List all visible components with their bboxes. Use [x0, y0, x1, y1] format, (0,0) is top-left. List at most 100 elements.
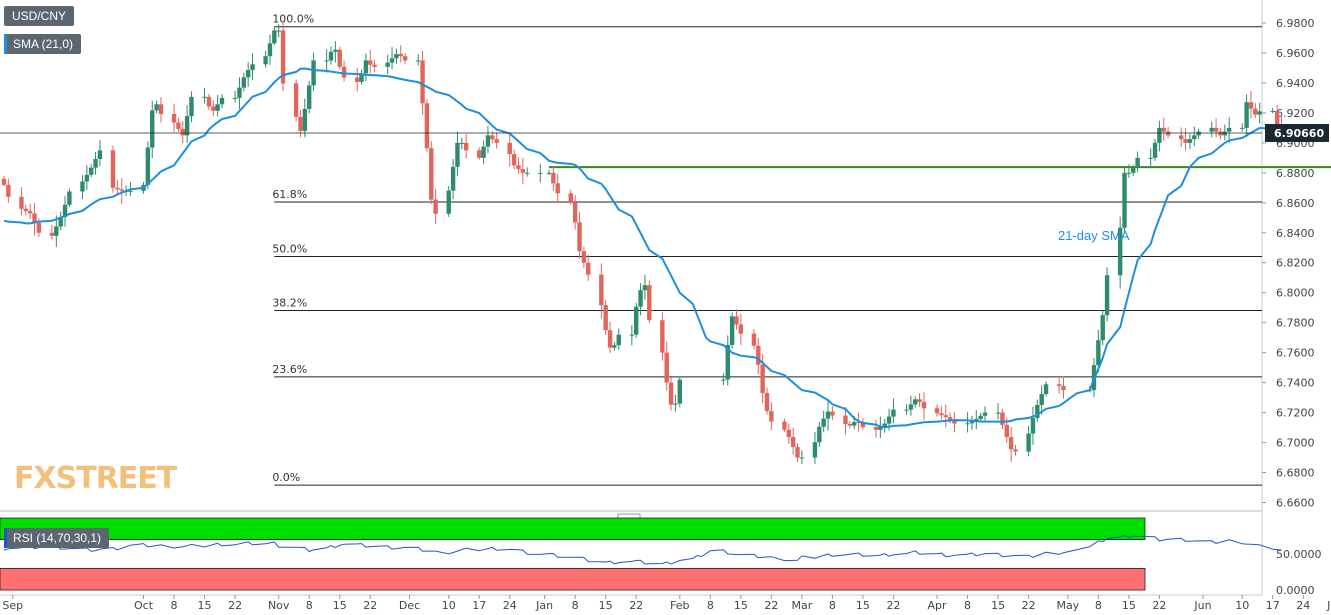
candle-body: [477, 150, 482, 158]
rsi-oversold-zone: [0, 568, 1146, 591]
candle-body: [817, 426, 822, 443]
candle-body: [978, 415, 983, 420]
time-tick-label: 17: [1266, 599, 1280, 612]
time-tick-label: 8: [306, 599, 313, 612]
time-tick-label: Oct: [134, 599, 154, 612]
time-tick-label: 22: [1152, 599, 1166, 612]
candle-body: [1000, 412, 1005, 425]
time-tick-label: Jan: [535, 599, 553, 612]
candle-body: [516, 165, 521, 170]
candle-body: [1244, 102, 1249, 128]
candle-body: [429, 148, 434, 200]
candle-body: [446, 190, 451, 214]
candle-body: [821, 418, 826, 427]
price-tick-label: 6.9200: [1276, 107, 1315, 120]
candle-body: [1209, 127, 1214, 132]
candle-body: [110, 150, 116, 188]
candle-body: [206, 96, 212, 107]
price-tick-label: 6.8000: [1276, 287, 1315, 300]
time-tick-label: 8: [964, 599, 971, 612]
candle-body: [23, 208, 28, 212]
candle-body: [629, 334, 635, 336]
time-tick-label: 22: [363, 599, 377, 612]
candle-body: [49, 232, 55, 236]
candle-body: [189, 96, 194, 117]
candle-body: [607, 330, 613, 348]
candle-body: [62, 204, 68, 218]
candle-body: [525, 172, 530, 174]
rsi-line: [3, 534, 1282, 565]
candle-body: [873, 427, 879, 430]
candle-body: [908, 404, 914, 410]
candle-body: [494, 139, 499, 143]
candle-body: [394, 54, 399, 59]
candle-body: [276, 30, 281, 32]
candle-body: [634, 306, 639, 335]
candle-body: [19, 196, 24, 209]
symbol-tag: USD/CNY: [4, 6, 75, 26]
candle-body: [1056, 384, 1062, 387]
time-tick-label: 15: [333, 599, 347, 612]
time-tick-label: 8: [707, 599, 714, 612]
candle-body: [860, 422, 866, 428]
candles-group: [1, 20, 1284, 464]
candle-body: [1035, 404, 1040, 419]
candle-body: [538, 172, 543, 174]
candle-body: [638, 290, 643, 307]
time-tick-label: May: [1056, 599, 1079, 612]
candle-body: [952, 420, 957, 424]
candle-body: [302, 108, 308, 131]
symbol-tag-label: USD/CNY: [12, 9, 67, 23]
candle-body: [1253, 108, 1258, 115]
candle-body: [934, 408, 940, 414]
candle-body: [847, 423, 853, 426]
candle-body: [799, 457, 805, 459]
candle-body: [786, 429, 791, 438]
candle-body: [1187, 139, 1193, 143]
time-tick-label: 22: [629, 599, 643, 612]
price-tick-label: 6.9400: [1276, 77, 1315, 90]
candle-body: [1257, 111, 1262, 115]
candle-body: [36, 223, 42, 233]
candle-body: [1131, 167, 1136, 173]
fxstreet-logo: FXSTREET: [14, 461, 178, 496]
candle-body: [913, 399, 918, 405]
candle-body: [1152, 142, 1158, 158]
candle-body: [904, 409, 909, 411]
time-tick-label: 22: [886, 599, 900, 612]
candle-body: [359, 73, 364, 82]
price-tick-label: 6.7600: [1276, 347, 1315, 360]
candle-body: [219, 97, 225, 105]
price-tick-label: 6.9600: [1276, 47, 1315, 60]
candle-body: [599, 274, 604, 306]
candle-body: [1148, 157, 1153, 159]
time-tick-label: 22: [764, 599, 778, 612]
candle-body: [241, 77, 246, 88]
candle-body: [891, 409, 896, 417]
candle-body: [298, 116, 303, 131]
time-tick-label: Jun: [1193, 599, 1211, 612]
time-tick-label: 22: [228, 599, 242, 612]
candle-body: [546, 172, 552, 174]
time-tick-label: 15: [599, 599, 613, 612]
candle-body: [725, 344, 730, 380]
fib-level-label: 38.2%: [272, 297, 307, 310]
sma-swatch: [4, 34, 7, 54]
candle-body: [943, 415, 948, 418]
fib-level-label: 61.8%: [272, 188, 307, 201]
candle-body: [424, 103, 430, 149]
time-tick-label: 15: [856, 599, 870, 612]
candle-body: [402, 56, 408, 61]
candle-body: [328, 51, 334, 61]
candle-body: [232, 97, 238, 99]
fib-level-label: 0.0%: [272, 471, 300, 484]
candle-body: [97, 150, 103, 160]
candle-body: [852, 422, 857, 426]
candle-body: [463, 142, 469, 151]
candle-body: [337, 49, 342, 67]
candle-body: [455, 142, 460, 167]
candle-body: [917, 399, 922, 402]
candle-body: [293, 83, 299, 117]
